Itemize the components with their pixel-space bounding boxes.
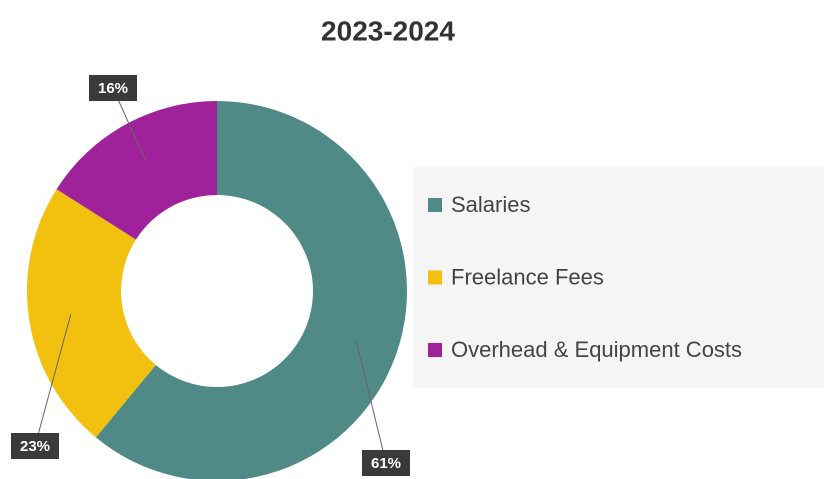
leader-line — [34, 314, 72, 447]
data-label: 23% — [20, 438, 50, 455]
label-box — [11, 433, 59, 459]
legend-label: Overhead & Equipment Costs — [451, 337, 742, 362]
donut-slice — [56, 101, 217, 240]
leader-line — [355, 341, 387, 464]
legend-swatch — [428, 270, 442, 285]
legend-swatch — [428, 198, 442, 212]
chart-title: 2023-2024 — [321, 15, 455, 46]
donut-slice — [95, 101, 407, 479]
legend-swatch — [428, 343, 442, 357]
legend-label: Salaries — [451, 192, 530, 217]
label-box — [89, 75, 137, 101]
data-label: 16% — [98, 80, 128, 97]
legend-box — [413, 167, 824, 388]
label-box — [362, 450, 410, 476]
legend-label: Freelance Fees — [451, 264, 604, 289]
donut-slice — [27, 189, 156, 438]
data-label: 61% — [371, 455, 401, 472]
